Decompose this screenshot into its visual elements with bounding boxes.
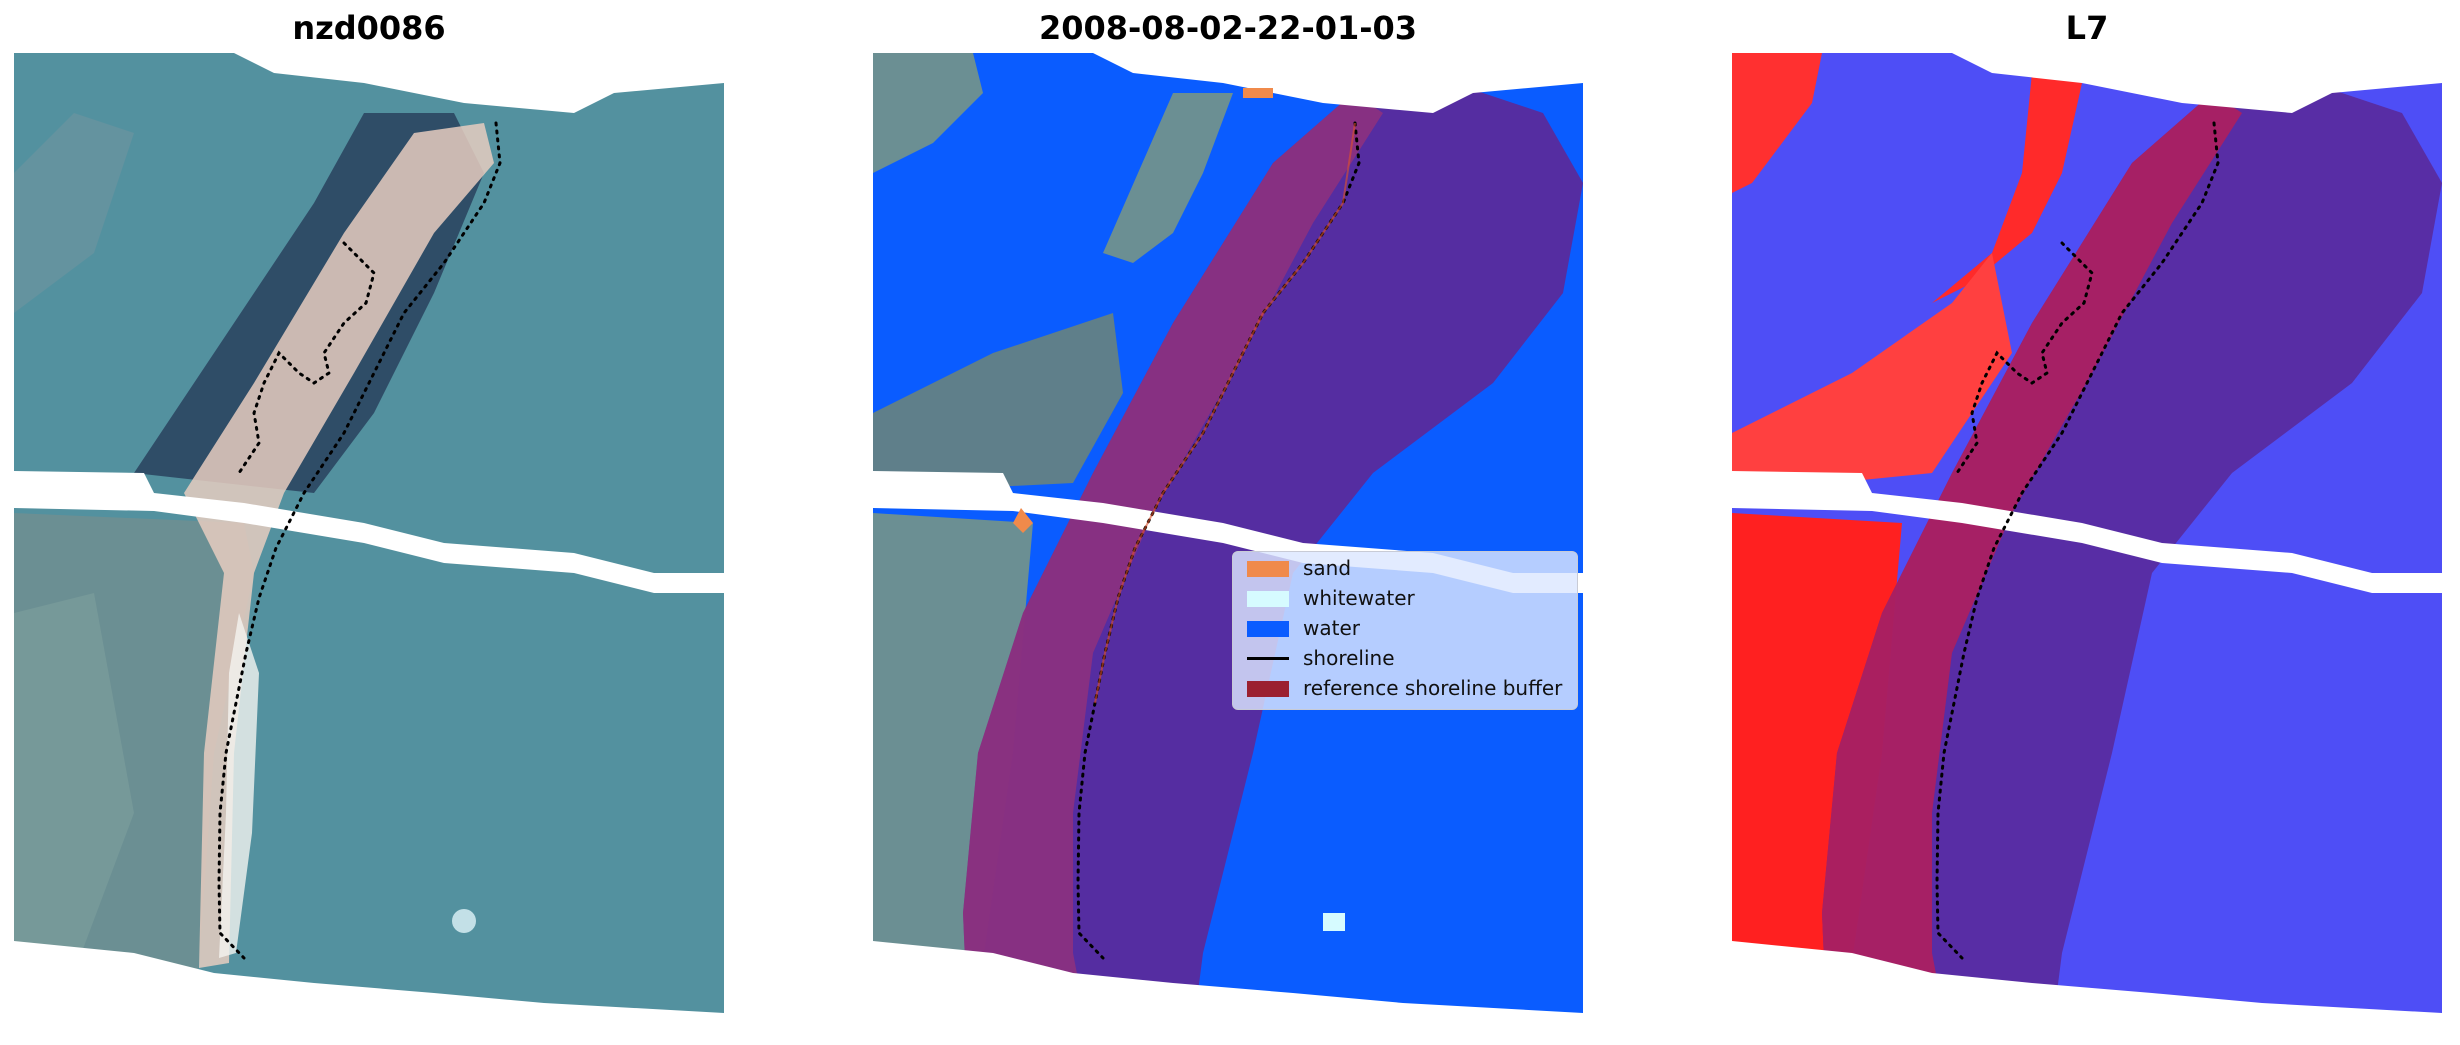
buffer-swatch bbox=[1247, 681, 1289, 697]
rgb-image bbox=[14, 53, 724, 1031]
index-image-panel bbox=[1732, 53, 2442, 1031]
legend-label: shoreline bbox=[1303, 646, 1395, 670]
legend-label: sand bbox=[1303, 556, 1352, 580]
index-image bbox=[1732, 53, 2442, 1031]
shoreline-line-swatch bbox=[1247, 657, 1289, 660]
water-swatch bbox=[1247, 621, 1289, 637]
classification-panel bbox=[873, 53, 1583, 1031]
panel-title-middle: 2008-08-02-22-01-03 bbox=[1038, 9, 1418, 47]
legend-label: reference shoreline buffer bbox=[1303, 676, 1563, 700]
classification-image bbox=[873, 53, 1583, 1031]
panel-title-left: nzd0086 bbox=[292, 9, 446, 47]
sand-swatch bbox=[1247, 561, 1289, 577]
panel-title-right: L7 bbox=[2065, 9, 2109, 47]
legend: sand whitewater water shoreline referenc… bbox=[1232, 551, 1578, 710]
legend-label: whitewater bbox=[1303, 586, 1415, 610]
legend-label: water bbox=[1303, 616, 1360, 640]
rgb-image-panel bbox=[14, 53, 724, 1031]
whitewater-swatch bbox=[1247, 591, 1289, 607]
